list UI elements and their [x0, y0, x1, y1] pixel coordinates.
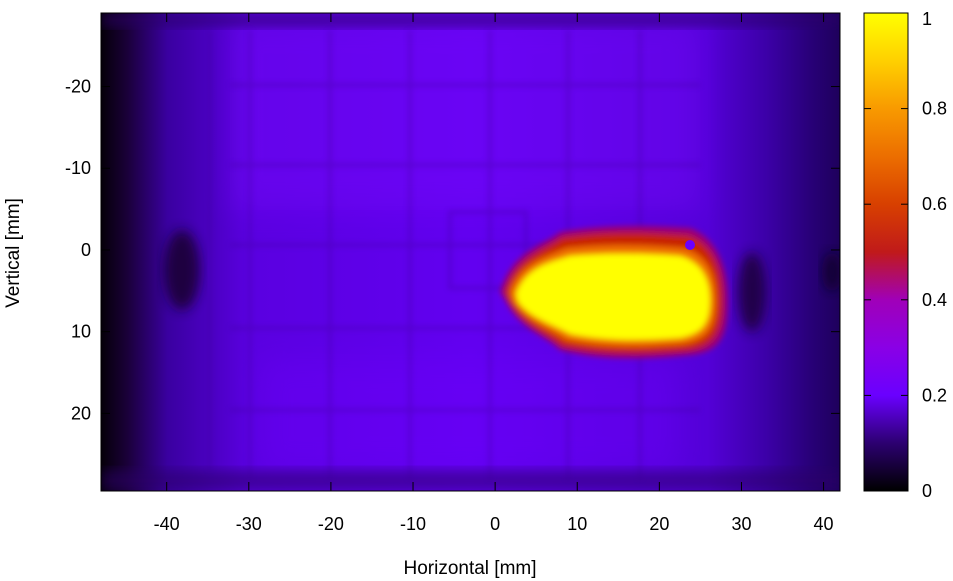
y-axis-label: Vertical [mm] — [3, 198, 24, 308]
heatmap-top-band — [101, 13, 840, 27]
colorbar — [864, 13, 908, 491]
heatmap-dark-spot-edge — [822, 252, 840, 292]
colorbar-tick-label: 0.8 — [922, 99, 947, 119]
colorbar-ticks: 0 0.2 0.4 0.6 0.8 1 — [864, 9, 947, 501]
heatmap-dark-spot-left — [164, 230, 200, 310]
hotspot-yellow — [516, 253, 710, 340]
colorbar-tick-label: 1 — [922, 9, 932, 29]
x-tick-label: 20 — [649, 514, 669, 534]
y-tick-label: 0 — [81, 240, 91, 260]
y-tick-label: 10 — [71, 322, 91, 342]
y-tick-label: 20 — [71, 403, 91, 423]
x-tick-label: -10 — [400, 514, 426, 534]
heatmap-glow-upper — [230, 20, 700, 210]
y-tick-label: -10 — [65, 158, 91, 178]
heatmap-hotspot — [500, 226, 728, 359]
heatmap-image — [101, 13, 840, 491]
colorbar-frame — [863, 12, 909, 492]
colorbar-tick-label: 0.2 — [922, 385, 947, 405]
plot-frame — [100, 12, 841, 492]
colorbar-tick-label: 0.6 — [922, 194, 947, 214]
colorbar-tick-label: 0.4 — [922, 290, 947, 310]
x-tick-label: 40 — [814, 514, 834, 534]
x-tick-label: -40 — [154, 514, 180, 534]
y-tick-label: -20 — [65, 77, 91, 97]
colorbar-tick-label: 0 — [922, 481, 932, 501]
x-tick-label: 10 — [567, 514, 587, 534]
heatmap-bottom-band — [101, 470, 840, 491]
x-tick-label: -20 — [318, 514, 344, 534]
x-axis-label: Horizontal [mm] — [403, 558, 536, 579]
x-axis-ticks: -40 -30 -20 -10 0 10 20 30 40 — [154, 13, 834, 534]
x-tick-label: 30 — [731, 514, 751, 534]
y-axis-ticks: -20 -10 0 10 20 — [65, 77, 840, 423]
x-tick-label: -30 — [236, 514, 262, 534]
heatmap-dark-spot-right — [738, 252, 766, 332]
hotspot-notch — [685, 240, 695, 250]
x-tick-label: 0 — [490, 514, 500, 534]
heatmap-glow-lower — [260, 360, 680, 470]
